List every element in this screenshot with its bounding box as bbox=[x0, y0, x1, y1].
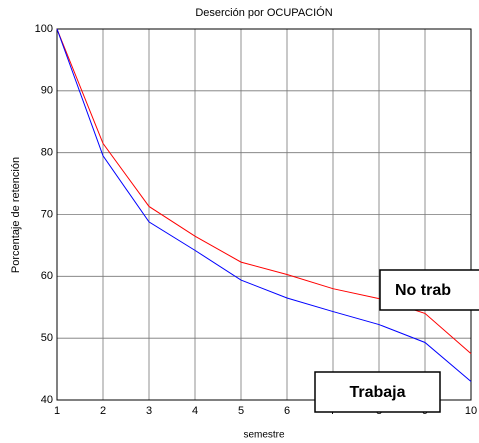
x-tick-label: 10 bbox=[465, 405, 477, 417]
x-tick-label: 4 bbox=[192, 405, 198, 417]
y-axis-label: Porcentaje de retención bbox=[10, 157, 22, 273]
legend-label: Trabaja bbox=[349, 384, 405, 401]
y-tick-label: 90 bbox=[41, 85, 53, 97]
x-axis-label: semestre bbox=[243, 430, 285, 441]
annotation-box bbox=[379, 269, 479, 311]
x-tick-label: 1 bbox=[54, 405, 60, 417]
y-tick-label: 70 bbox=[41, 208, 53, 220]
y-tick-label: 100 bbox=[35, 23, 53, 35]
x-tick-label: 6 bbox=[284, 405, 290, 417]
chart-title: Deserción por OCUPACIÓN bbox=[195, 6, 332, 19]
plot-frame bbox=[56, 28, 472, 401]
x-tick-label: 2 bbox=[100, 405, 106, 417]
annotation-box bbox=[314, 371, 441, 413]
x-tick-label: 3 bbox=[146, 405, 152, 417]
y-tick-label: 80 bbox=[41, 147, 53, 159]
y-tick-label: 50 bbox=[41, 332, 53, 344]
x-tick-label: 5 bbox=[238, 405, 244, 417]
y-tick-label: 40 bbox=[41, 394, 53, 406]
y-tick-label: 60 bbox=[41, 270, 53, 282]
legend-label: No trab bbox=[395, 282, 451, 299]
data-line bbox=[56, 28, 472, 382]
